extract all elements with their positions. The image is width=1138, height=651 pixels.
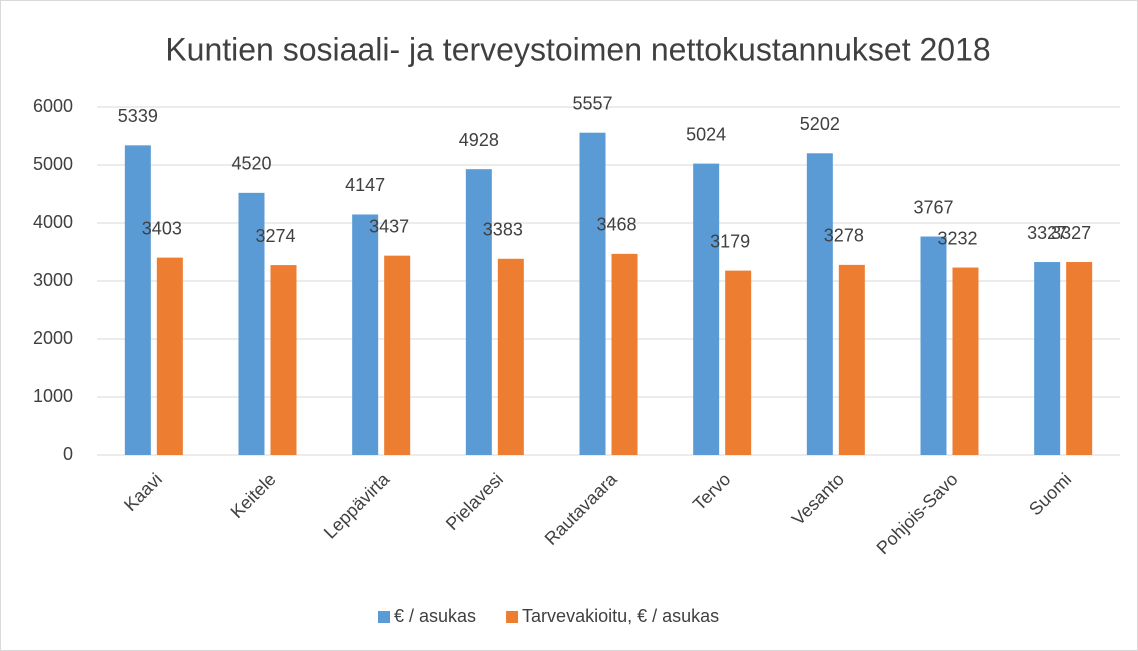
- bar: [352, 214, 379, 455]
- bar: [920, 236, 947, 455]
- bar: [806, 153, 833, 455]
- data-label: 3437: [369, 216, 409, 236]
- bar: [1034, 262, 1061, 455]
- data-label: 3232: [937, 228, 977, 248]
- bar: [838, 264, 865, 455]
- bar: [693, 163, 720, 455]
- data-label: 4147: [345, 175, 385, 195]
- bar: [1066, 262, 1093, 455]
- data-label: 4520: [231, 154, 271, 174]
- bar: [156, 257, 183, 455]
- data-label: 3327: [1027, 223, 1067, 243]
- legend-label: € / asukas: [394, 606, 476, 626]
- y-tick-label: 0: [63, 444, 73, 464]
- data-label: 3767: [913, 197, 953, 217]
- bar: [465, 169, 492, 455]
- data-label: 3179: [710, 231, 750, 251]
- data-label: 3327: [1051, 223, 1091, 243]
- data-label: 3278: [824, 226, 864, 246]
- data-label: 3403: [142, 218, 182, 238]
- legend-swatch: [506, 611, 519, 623]
- y-tick-label: 2000: [33, 328, 73, 348]
- data-label: 3383: [483, 220, 523, 240]
- bar: [384, 255, 411, 455]
- bar: [725, 270, 752, 455]
- bar: [497, 258, 524, 455]
- data-label: 5557: [572, 93, 612, 113]
- bar: [611, 253, 638, 455]
- data-label: 3468: [596, 215, 636, 235]
- bar: [124, 145, 151, 455]
- bar: [579, 132, 606, 455]
- legend-label: Tarvevakioitu, € / asukas: [522, 606, 719, 626]
- y-tick-label: 6000: [33, 96, 73, 116]
- data-label: 5024: [686, 124, 726, 144]
- bar: [270, 265, 297, 455]
- data-label: 5339: [118, 106, 158, 126]
- bar: [238, 192, 265, 455]
- legend-swatch: [378, 611, 390, 623]
- bar: [952, 267, 979, 455]
- data-label: 4928: [459, 130, 499, 150]
- y-tick-label: 4000: [33, 212, 73, 232]
- y-tick-label: 5000: [33, 154, 73, 174]
- chart-title: Kuntien sosiaali- ja terveystoimen netto…: [165, 31, 990, 67]
- data-label: 5202: [800, 114, 840, 134]
- data-label: 3274: [255, 226, 295, 246]
- y-tick-label: 3000: [33, 270, 73, 290]
- y-tick-label: 1000: [33, 386, 73, 406]
